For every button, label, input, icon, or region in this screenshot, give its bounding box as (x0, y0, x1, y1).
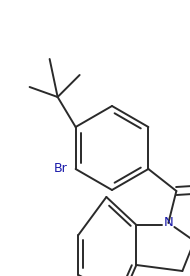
Text: Br: Br (54, 163, 68, 176)
Text: N: N (164, 216, 173, 230)
